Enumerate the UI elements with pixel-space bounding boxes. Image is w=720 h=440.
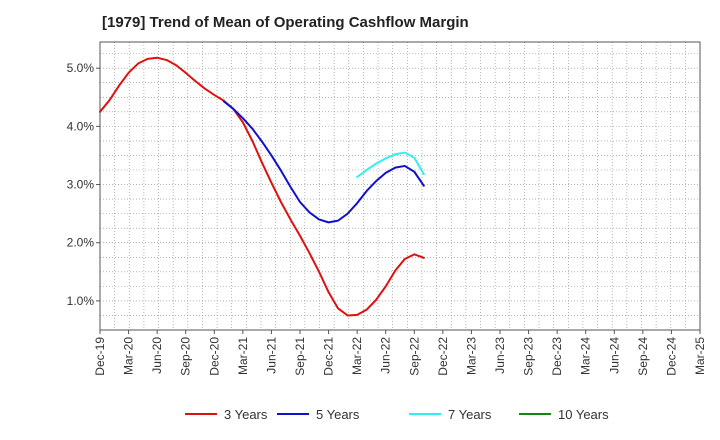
x-tick-label: Dec-23 (550, 337, 564, 376)
series-line-7-years (356, 151, 425, 178)
axis-layer: 1.0% 2.0% 3.0% 4.0% 5.0% Dec-19 Mar-20 Jun-20 Se… (67, 61, 707, 376)
x-tick-label: Dec-19 (93, 337, 107, 376)
y-tick-label: 1.0% (67, 294, 95, 308)
x-tick-label: Sep-24 (636, 337, 650, 376)
series-line-3-years (99, 56, 425, 317)
y-tick-label: 2.0% (67, 236, 95, 250)
x-tick-label: Mar-23 (464, 337, 478, 375)
chart-title: [1979] Trend of Mean of Operating Cashfl… (102, 14, 469, 31)
x-tick-label: Jun-21 (264, 337, 278, 374)
legend-label: 7 Years (448, 407, 492, 422)
x-tick-label: Sep-23 (522, 337, 536, 376)
legend-label: 10 Years (558, 407, 609, 422)
x-tick-label: Jun-22 (379, 337, 393, 374)
x-tick-label: Sep-20 (179, 337, 193, 376)
legend-label: 3 Years (224, 407, 268, 422)
x-tick-label: Sep-22 (407, 337, 421, 376)
x-tick-label: Dec-21 (322, 337, 336, 376)
legend-label: 5 Years (316, 407, 360, 422)
y-tick-label: 5.0% (67, 61, 95, 75)
legend: 3 Years 5 Years 7 Years 10 Years (185, 407, 609, 422)
plot-area-frame (99, 41, 701, 331)
y-tick-label: 3.0% (67, 178, 95, 192)
x-tick-label: Dec-20 (207, 337, 221, 376)
series-line-5-years (222, 100, 425, 224)
x-tick-label: Dec-24 (664, 337, 678, 376)
x-tick-label: Dec-22 (436, 337, 450, 376)
x-tick-label: Mar-21 (236, 337, 250, 375)
series-layer (99, 56, 425, 317)
y-tick-label: 4.0% (67, 119, 95, 133)
x-tick-label: Sep-21 (293, 337, 307, 376)
x-tick-label: Jun-20 (150, 337, 164, 374)
x-tick-label: Mar-22 (350, 337, 364, 375)
x-tick-label: Mar-25 (693, 337, 707, 375)
grid-layer (100, 42, 700, 330)
x-tick-label: Jun-23 (493, 337, 507, 374)
x-tick-label: Mar-24 (579, 337, 593, 375)
x-tick-label: Jun-24 (607, 337, 621, 374)
x-tick-label: Mar-20 (122, 337, 136, 375)
